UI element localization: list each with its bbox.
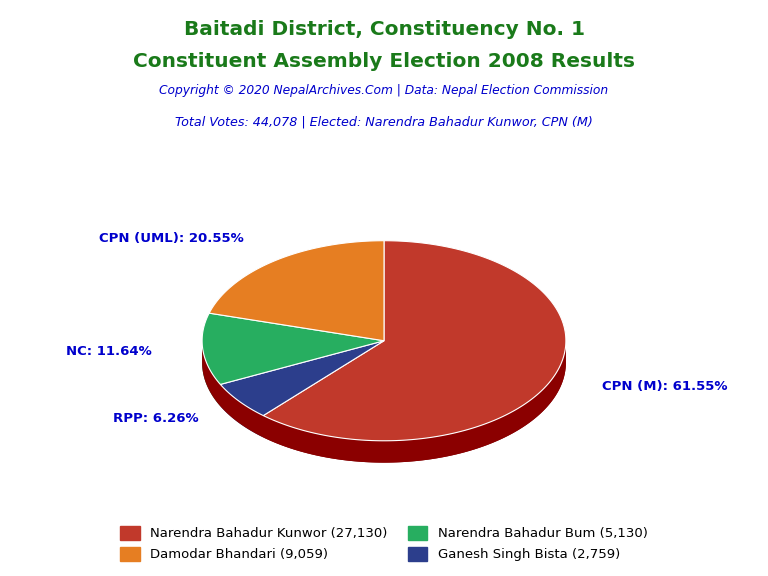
Polygon shape [263,339,566,463]
Polygon shape [263,241,566,441]
Text: NC: 11.64%: NC: 11.64% [66,345,152,358]
Text: CPN (M): 61.55%: CPN (M): 61.55% [601,380,727,393]
Text: Copyright © 2020 NepalArchives.Com | Data: Nepal Election Commission: Copyright © 2020 NepalArchives.Com | Dat… [160,84,608,97]
Polygon shape [209,241,384,341]
Text: Baitadi District, Constituency No. 1: Baitadi District, Constituency No. 1 [184,20,584,39]
Text: RPP: 6.26%: RPP: 6.26% [113,412,198,425]
Legend: Narendra Bahadur Kunwor (27,130), Damodar Bhandari (9,059), Narendra Bahadur Bum: Narendra Bahadur Kunwor (27,130), Damoda… [115,521,653,567]
Polygon shape [220,341,384,415]
Polygon shape [202,339,220,406]
Text: Constituent Assembly Election 2008 Results: Constituent Assembly Election 2008 Resul… [133,52,635,71]
Text: CPN (UML): 20.55%: CPN (UML): 20.55% [99,232,244,245]
Polygon shape [220,384,263,437]
Polygon shape [202,313,384,384]
Text: Total Votes: 44,078 | Elected: Narendra Bahadur Kunwor, CPN (M): Total Votes: 44,078 | Elected: Narendra … [175,115,593,128]
Polygon shape [202,341,566,463]
